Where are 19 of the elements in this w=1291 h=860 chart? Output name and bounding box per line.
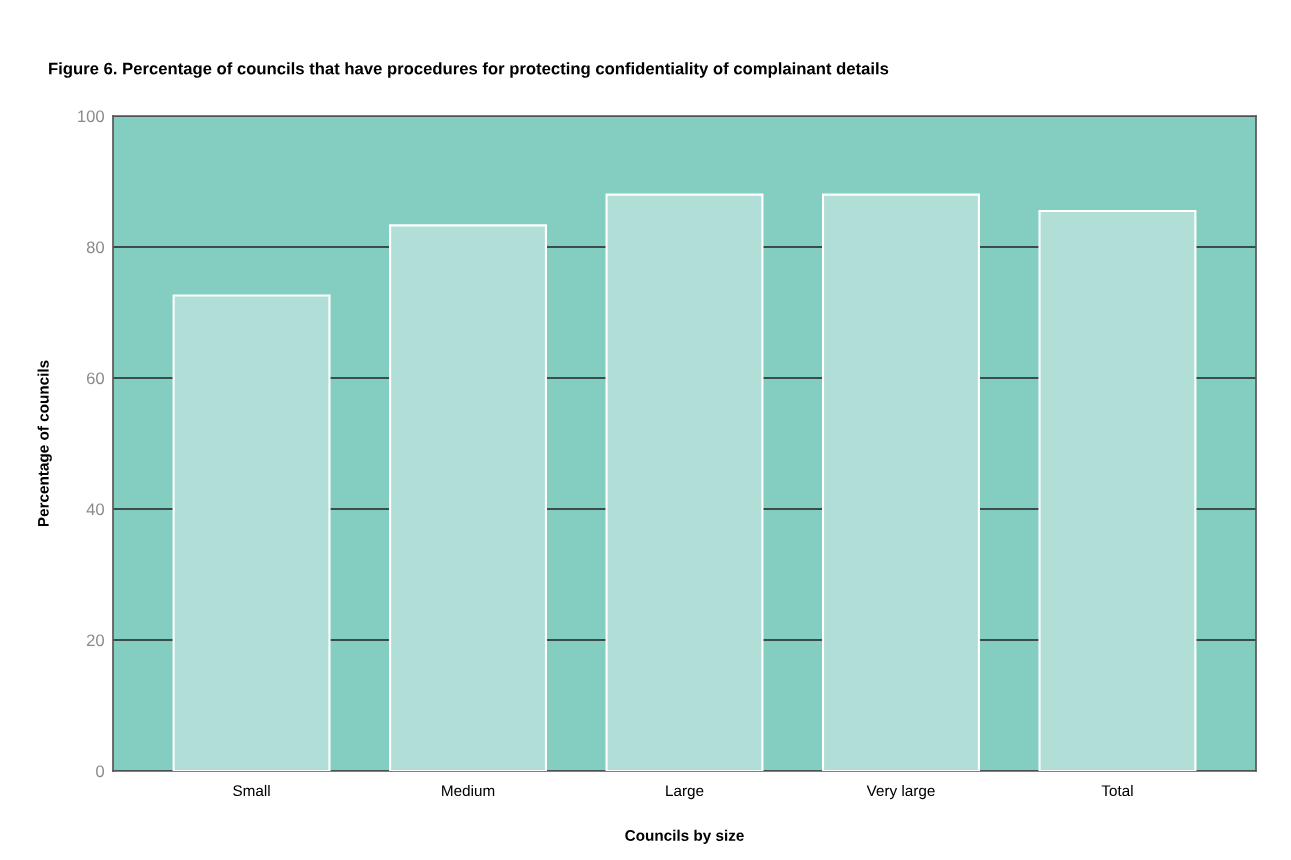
chart-title: Figure 6. Percentage of councils that have procedures for protecting confidentiality of complainant details [49,62,889,78]
bar [822,193,980,771]
bar [1038,209,1197,771]
bar [172,294,331,771]
y-tick-label: 100 [78,110,105,123]
y-tick-label: 0 [96,765,105,778]
x-tick-label: Small [233,784,270,797]
x-tick-label: Medium [442,784,495,797]
x-tick-label: Total [1101,784,1133,797]
x-tick-label: Very large [866,784,935,800]
y-tick-label: 20 [86,634,105,647]
y-tick-label: 60 [86,372,105,385]
bar [605,193,764,771]
x-axis-title: Councils by size [625,829,744,844]
x-tick-label: Large [666,785,704,800]
y-tick-label: 80 [86,241,105,254]
bar [389,224,547,771]
y-tick-label: 40 [86,503,105,516]
y-axis-title: Percentage of councils [37,360,52,527]
